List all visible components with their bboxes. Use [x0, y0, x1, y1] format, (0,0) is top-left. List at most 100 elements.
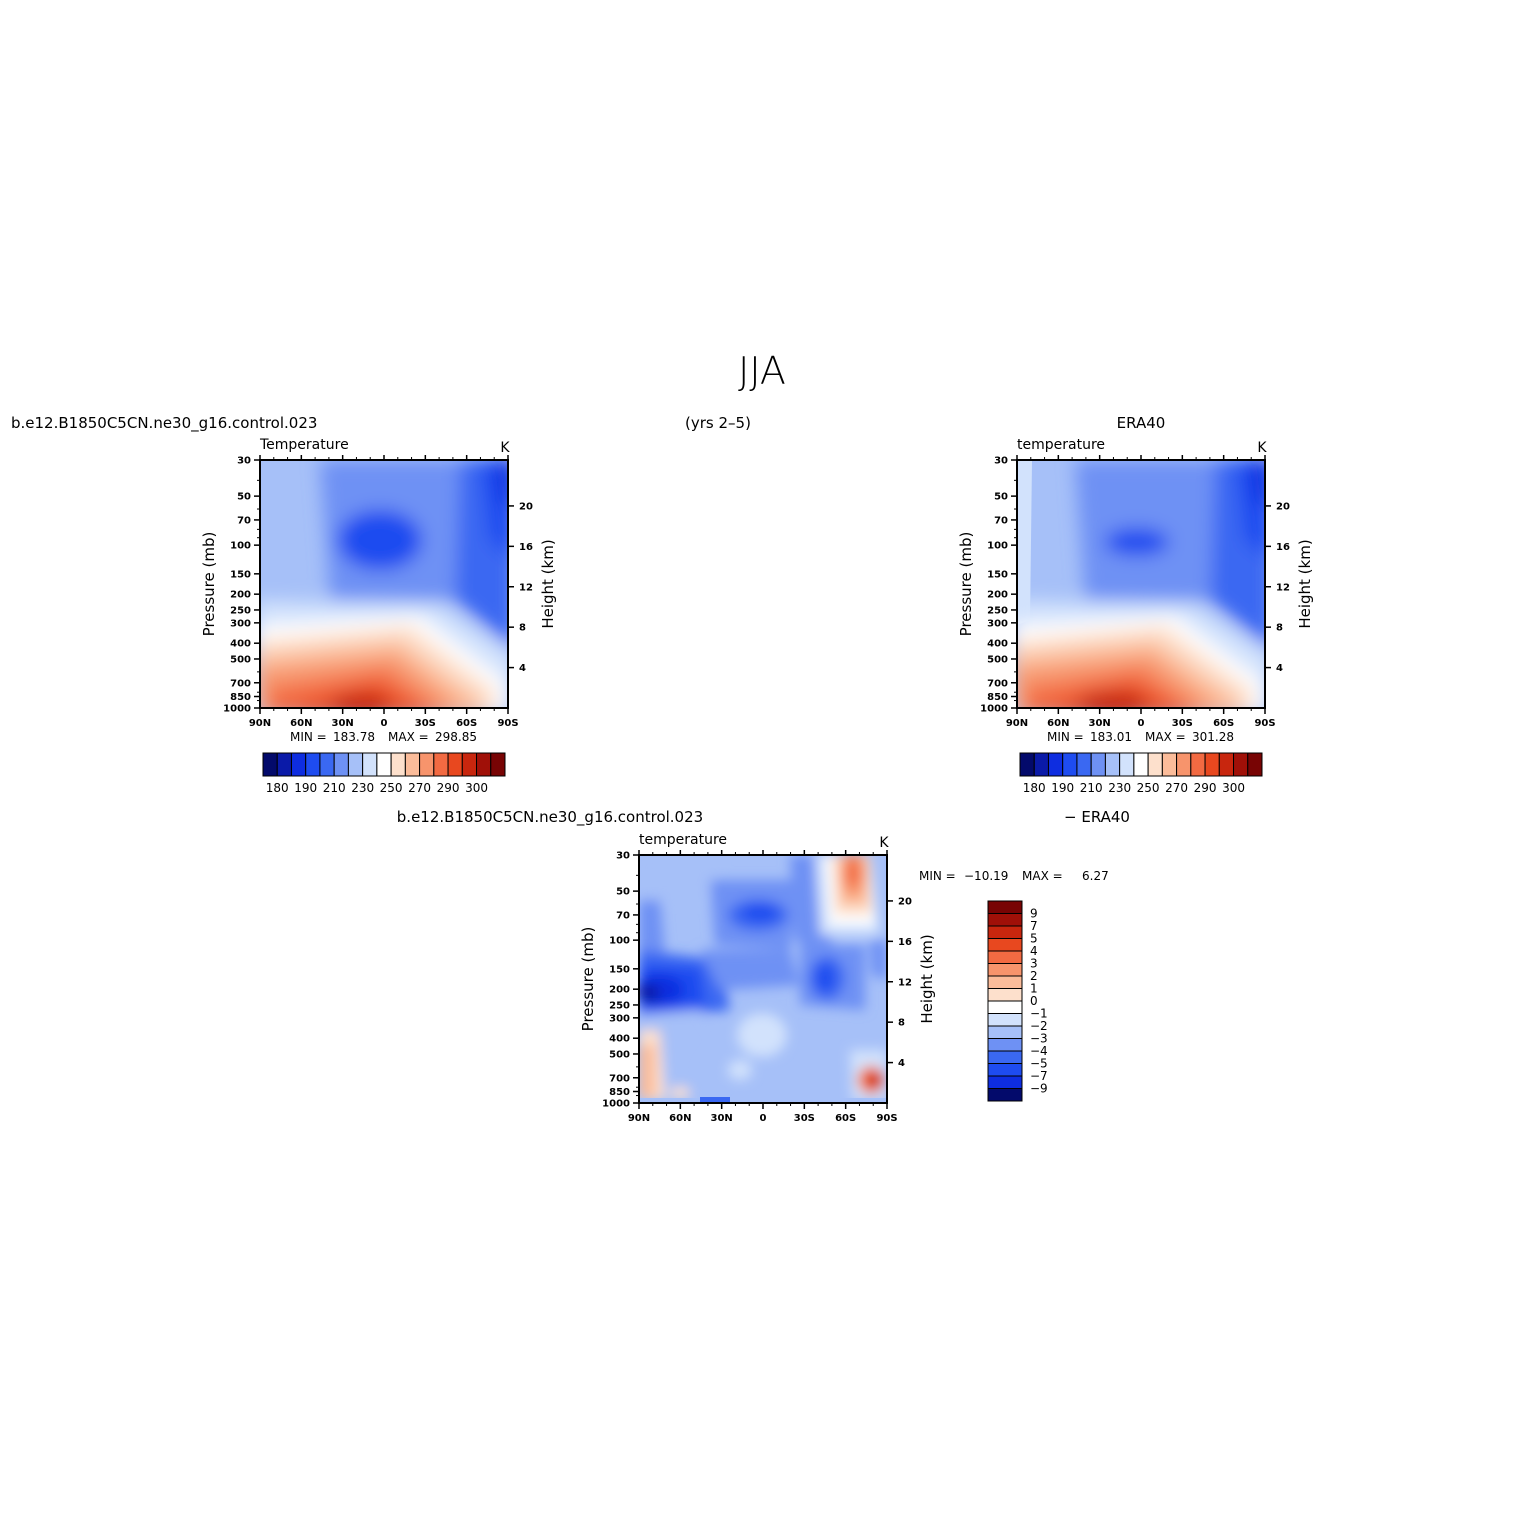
panel-obs-ylabel: Pressure (mb) [957, 532, 975, 637]
panel-model-colorbar-label: 250 [380, 781, 403, 795]
panel-model-ptick-label: 500 [230, 654, 251, 665]
panel-obs-ptick-label: 30 [994, 456, 1008, 467]
panel-diff-colorbar-swatch [987, 950, 1023, 964]
panel-model-colorbar: 180 190 210 230 250 270 290 300 [262, 752, 506, 795]
panel-model-units: K [500, 440, 510, 456]
panel-model-colorbar-label: 210 [323, 781, 346, 795]
panel-obs-ptick-label: 850 [987, 692, 1008, 703]
panel-model-field [260, 460, 508, 708]
panel-model-colorbar-swatch [362, 752, 378, 777]
panel-diff-xtick-label: 90S [876, 1113, 897, 1124]
panel-diff-colorbar-swatch [987, 1050, 1023, 1064]
panel-diff-ptick-label: 100 [609, 936, 630, 947]
panel-obs-colorbar-label: 190 [1051, 781, 1074, 795]
panel-obs-colorbar-swatch [1147, 752, 1163, 777]
panel-model-ptick-label: 400 [230, 639, 251, 650]
panel-diff-ptick-label: 150 [609, 964, 630, 975]
panel-obs-colorbar-swatch [1019, 752, 1035, 777]
panel-obs-colorbar-label: 210 [1080, 781, 1103, 795]
panel-model-ptick-label: 300 [230, 618, 251, 629]
panel-obs-ptick-label: 50 [994, 492, 1008, 503]
panel-model-ylabel: Pressure (mb) [200, 532, 218, 637]
panel-model-ptick-label: 1000 [223, 704, 251, 715]
panel-model-colorbar-swatch [262, 752, 278, 777]
panel-model-colorbar-swatch [305, 752, 321, 777]
panel-model-colorbar-swatch [490, 752, 506, 777]
panel-model-field-label: Temperature [259, 437, 349, 453]
panel-diff-colorbar-swatch [987, 1075, 1023, 1089]
panel-model-colorbar-swatch [333, 752, 349, 777]
panel-model-xtick-label: 60S [456, 718, 477, 729]
panel-model-ptick-label: 850 [230, 692, 251, 703]
panel-diff-colorbar-label: −1 [1030, 1007, 1048, 1021]
panel-model-colorbar-swatch [276, 752, 292, 777]
panel-model-xtick-label: 90S [497, 718, 518, 729]
panel-diff-xtick-label: 60N [669, 1113, 691, 1124]
panel-diff-colorbar-label: −4 [1030, 1044, 1048, 1058]
panel-diff-colorbar-label: −5 [1030, 1057, 1048, 1071]
period-label: (yrs 2–5) [685, 414, 751, 432]
panel-model-htick-label: 4 [519, 663, 526, 674]
page-title: JJA [738, 349, 786, 393]
panel-diff-ptick-label: 300 [609, 1013, 630, 1024]
panel-model-htick-label: 20 [519, 501, 533, 512]
panel-model-colorbar-label: 180 [266, 781, 289, 795]
panel-diff-colorbar-swatch [987, 938, 1023, 952]
panel-diff-ptick-label: 50 [616, 887, 630, 898]
panel-diff-ptick-label: 700 [609, 1073, 630, 1084]
panel-obs-field [1017, 460, 1265, 708]
panel-model-ylabel-right: Height (km) [539, 539, 557, 628]
panel-diff-colorbar-label: 9 [1030, 907, 1038, 921]
panel-obs-max-label: MAX = [1145, 730, 1186, 744]
panel-model-ptick-label: 250 [230, 605, 251, 616]
panel-obs-colorbar-swatch [1047, 752, 1064, 777]
panel-diff-htick-label: 8 [898, 1018, 905, 1029]
panel-obs-htick-label: 12 [1276, 582, 1290, 593]
panel-obs-colorbar-label: 230 [1108, 781, 1131, 795]
panel-diff-colorbar-swatch [987, 988, 1023, 1002]
panel-model-htick-label: 16 [519, 542, 533, 553]
panel-obs-ylabel-right: Height (km) [1296, 539, 1314, 628]
panel-diff-colorbar-swatch [987, 925, 1023, 939]
panel-obs-colorbar-swatch [1190, 752, 1206, 777]
panel-obs-xtick-label: 60S [1213, 718, 1234, 729]
panel-obs-ptick-label: 700 [987, 678, 1008, 689]
panel-obs-htick-label: 16 [1276, 542, 1290, 553]
panel-model-ptick-label: 200 [230, 590, 251, 601]
panel-diff-colorbar-label: 4 [1030, 944, 1038, 958]
obs-dataset-name: ERA40 [1117, 414, 1166, 432]
panel-obs-min-value: 183.01 [1090, 730, 1132, 744]
panel-model-colorbar-swatch [290, 752, 307, 777]
panel-obs-ptick-label: 500 [987, 654, 1008, 665]
panel-obs-htick-label: 8 [1276, 623, 1283, 634]
panel-diff-ptick-label: 850 [609, 1087, 630, 1098]
panel-diff-htick-label: 20 [898, 896, 912, 907]
panel-diff-colorbar-swatch [987, 1088, 1023, 1102]
panel-diff-ptick-label: 200 [609, 985, 630, 996]
panel-diff-colorbar-swatch [987, 963, 1023, 977]
panel-model-max-value: 298.85 [435, 730, 477, 744]
panel-diff-colorbar-swatch [987, 1025, 1023, 1039]
panel-model-htick-label: 8 [519, 623, 526, 634]
panel-obs-ptick-label: 400 [987, 639, 1008, 650]
panel-model-colorbar-swatch [390, 752, 406, 777]
panel-model-ptick-label: 100 [230, 541, 251, 552]
panel-diff-colorbar-swatch [987, 975, 1023, 989]
panel-diff-colorbar-label: 7 [1030, 919, 1038, 933]
panel-model-colorbar-swatch [419, 752, 435, 777]
panel-model-ptick-label: 50 [237, 492, 251, 503]
panel-obs-colorbar-swatch [1119, 752, 1135, 777]
panel-obs-colorbar-swatch [1076, 752, 1092, 777]
panel-diff-htick-label: 4 [898, 1058, 905, 1069]
panel-obs-ptick-label: 70 [994, 515, 1008, 526]
panel-model-xtick-label: 30N [332, 718, 354, 729]
panel-diff-xtick-label: 30S [794, 1113, 815, 1124]
panel-diff-colorbar-label: −9 [1030, 1082, 1048, 1096]
panel-model-ptick-label: 70 [237, 515, 251, 526]
panel-model-colorbar-label: 190 [294, 781, 317, 795]
panel-model-ptick-label: 150 [230, 569, 251, 580]
panel-diff-ptick-label: 250 [609, 1000, 630, 1011]
